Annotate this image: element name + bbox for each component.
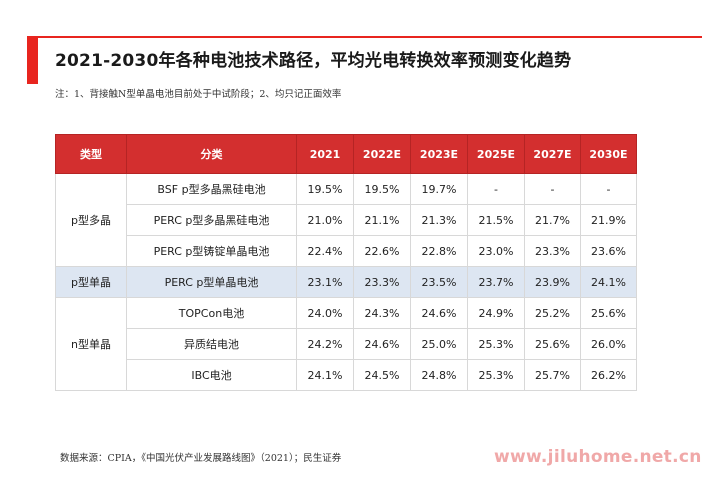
value-cell: 24.8% xyxy=(410,359,468,391)
footnote-text: 注：1、背接触N型单晶电池目前处于中试阶段；2、均只记正面效率 xyxy=(55,89,342,100)
value-cell: 25.6% xyxy=(580,297,637,329)
value-cell: 24.0% xyxy=(296,297,354,329)
value-cell: 24.9% xyxy=(467,297,525,329)
value-cell: 25.6% xyxy=(524,328,581,360)
value-cell: 25.2% xyxy=(524,297,581,329)
category-cell: 异质结电池 xyxy=(126,328,297,360)
value-cell: 23.6% xyxy=(580,235,637,267)
table-row: IBC电池 24.1% 24.5% 24.8% 25.3% 25.7% 26.2% xyxy=(56,359,637,391)
value-cell: 23.9% xyxy=(524,266,581,298)
accent-bar xyxy=(27,36,38,84)
header-year-2022e: 2022E xyxy=(353,134,411,174)
source-text: 数据来源：CPIA，《中国光伏产业发展路线图》（2021）；民生证券 xyxy=(60,453,342,464)
value-cell: 25.7% xyxy=(524,359,581,391)
header-type: 类型 xyxy=(55,134,127,174)
value-cell: 24.5% xyxy=(353,359,411,391)
header-category: 分类 xyxy=(126,134,297,174)
table-row: p型多晶 BSF p型多晶黑硅电池 19.5% 19.5% 19.7% - - - xyxy=(55,173,637,267)
top-rule xyxy=(38,36,702,38)
value-cell: 24.1% xyxy=(580,266,637,298)
table-row: 异质结电池 24.2% 24.6% 25.0% 25.3% 25.6% 26.0% xyxy=(56,328,637,360)
value-cell: 21.3% xyxy=(410,204,468,236)
value-cell: 21.0% xyxy=(296,204,354,236)
header-year-2023e: 2023E xyxy=(410,134,468,174)
type-cell: n型单晶 xyxy=(55,297,127,391)
value-cell: 22.6% xyxy=(353,235,411,267)
value-cell: 21.1% xyxy=(353,204,411,236)
value-cell: 23.3% xyxy=(524,235,581,267)
table-row: p型单晶 PERC p型单晶电池 23.1% 23.3% 23.5% 23.7% 23.9%… xyxy=(55,266,637,298)
page-title: 2021-2030年各种电池技术路径，平均光电转换效率预测变化趋势 xyxy=(55,51,572,71)
value-cell: 23.7% xyxy=(467,266,525,298)
category-cell: PERC p型多晶黑硅电池 xyxy=(126,204,297,236)
value-cell: - xyxy=(580,173,637,205)
value-cell: 26.0% xyxy=(580,328,637,360)
table-header: 类型 分类 2021 2022E 2023E 2025E 2027E 2030E xyxy=(55,134,637,174)
type-cell: p型单晶 xyxy=(55,266,127,298)
value-cell: 24.2% xyxy=(296,328,354,360)
value-cell: 21.5% xyxy=(467,204,525,236)
value-cell: 23.3% xyxy=(353,266,411,298)
table-body: p型多晶 BSF p型多晶黑硅电池 19.5% 19.5% 19.7% - - - PERC p… xyxy=(55,173,637,391)
value-cell: 24.6% xyxy=(410,297,468,329)
value-cell: 21.9% xyxy=(580,204,637,236)
category-cell: TOPCon电池 xyxy=(126,297,297,329)
header-year-2021: 2021 xyxy=(296,134,354,174)
table-row: PERC p型铸锭单晶电池 22.4% 22.6% 22.8% 23.0% 23.3% 23… xyxy=(56,235,637,267)
header-year-2030e: 2030E xyxy=(580,134,637,174)
value-cell: 25.3% xyxy=(467,359,525,391)
value-cell: 26.2% xyxy=(580,359,637,391)
value-cell: 22.8% xyxy=(410,235,468,267)
value-cell: 19.7% xyxy=(410,173,468,205)
value-cell: 24.3% xyxy=(353,297,411,329)
header-year-2025e: 2025E xyxy=(467,134,525,174)
value-cell: 24.6% xyxy=(353,328,411,360)
efficiency-table: 类型 分类 2021 2022E 2023E 2025E 2027E 2030E… xyxy=(55,134,637,391)
header-row: 类型 分类 2021 2022E 2023E 2025E 2027E 2030E xyxy=(55,134,637,174)
value-cell: 22.4% xyxy=(296,235,354,267)
value-cell: 23.1% xyxy=(296,266,354,298)
value-cell: 23.5% xyxy=(410,266,468,298)
type-cell: p型多晶 xyxy=(55,173,127,267)
category-cell: BSF p型多晶黑硅电池 xyxy=(126,173,297,205)
table-row: PERC p型多晶黑硅电池 21.0% 21.1% 21.3% 21.5% 21.7% 21… xyxy=(56,204,637,236)
value-cell: - xyxy=(524,173,581,205)
watermark: www.jiluhome.net.cn xyxy=(494,447,702,467)
value-cell: 19.5% xyxy=(353,173,411,205)
category-cell: PERC p型单晶电池 xyxy=(126,266,297,298)
value-cell: 23.0% xyxy=(467,235,525,267)
value-cell: 24.1% xyxy=(296,359,354,391)
value-cell: 21.7% xyxy=(524,204,581,236)
value-cell: - xyxy=(467,173,525,205)
value-cell: 25.0% xyxy=(410,328,468,360)
category-cell: PERC p型铸锭单晶电池 xyxy=(126,235,297,267)
header-year-2027e: 2027E xyxy=(524,134,581,174)
category-cell: IBC电池 xyxy=(126,359,297,391)
value-cell: 25.3% xyxy=(467,328,525,360)
value-cell: 19.5% xyxy=(296,173,354,205)
table-row: n型单晶 TOPCon电池 24.0% 24.3% 24.6% 24.9% 25.2% 25.… xyxy=(55,297,637,391)
